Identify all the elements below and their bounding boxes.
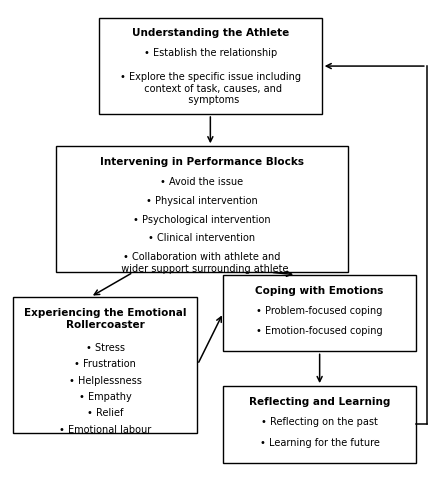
Bar (223, 274, 416, 351)
Text: • Emotion-focused coping: • Emotion-focused coping (256, 326, 383, 336)
Text: • Emotional labour: • Emotional labour (59, 424, 151, 434)
Text: • Psychological intervention: • Psychological intervention (133, 214, 271, 224)
Text: Understanding the Athlete: Understanding the Athlete (132, 28, 289, 38)
Text: • Relief: • Relief (87, 408, 123, 418)
Text: • Avoid the issue: • Avoid the issue (160, 177, 243, 187)
Text: • Stress: • Stress (86, 343, 125, 353)
Text: Reflecting and Learning: Reflecting and Learning (249, 397, 390, 407)
Text: • Learning for the future: • Learning for the future (260, 438, 380, 448)
Text: Coping with Emotions: Coping with Emotions (255, 286, 384, 296)
Text: • Frustration: • Frustration (75, 359, 136, 369)
Text: • Establish the relationship: • Establish the relationship (144, 48, 277, 58)
Text: • Collaboration with athlete and
  wider support surrounding athlete: • Collaboration with athlete and wider s… (115, 252, 289, 274)
Text: • Reflecting on the past: • Reflecting on the past (261, 417, 378, 427)
Text: • Physical intervention: • Physical intervention (146, 196, 258, 206)
Bar (13, 297, 198, 433)
Text: Experiencing the Emotional
Rollercoaster: Experiencing the Emotional Rollercoaster (24, 308, 187, 330)
Text: • Clinical intervention: • Clinical intervention (148, 234, 255, 243)
Text: • Empathy: • Empathy (79, 392, 132, 402)
Bar (99, 18, 322, 114)
Bar (56, 146, 347, 272)
Text: • Explore the specific issue including
  context of task, causes, and
  symptoms: • Explore the specific issue including c… (120, 72, 301, 106)
Text: • Helplessness: • Helplessness (69, 376, 142, 386)
Text: • Problem-focused coping: • Problem-focused coping (256, 306, 383, 316)
Text: Intervening in Performance Blocks: Intervening in Performance Blocks (100, 157, 304, 167)
Bar (223, 386, 416, 462)
